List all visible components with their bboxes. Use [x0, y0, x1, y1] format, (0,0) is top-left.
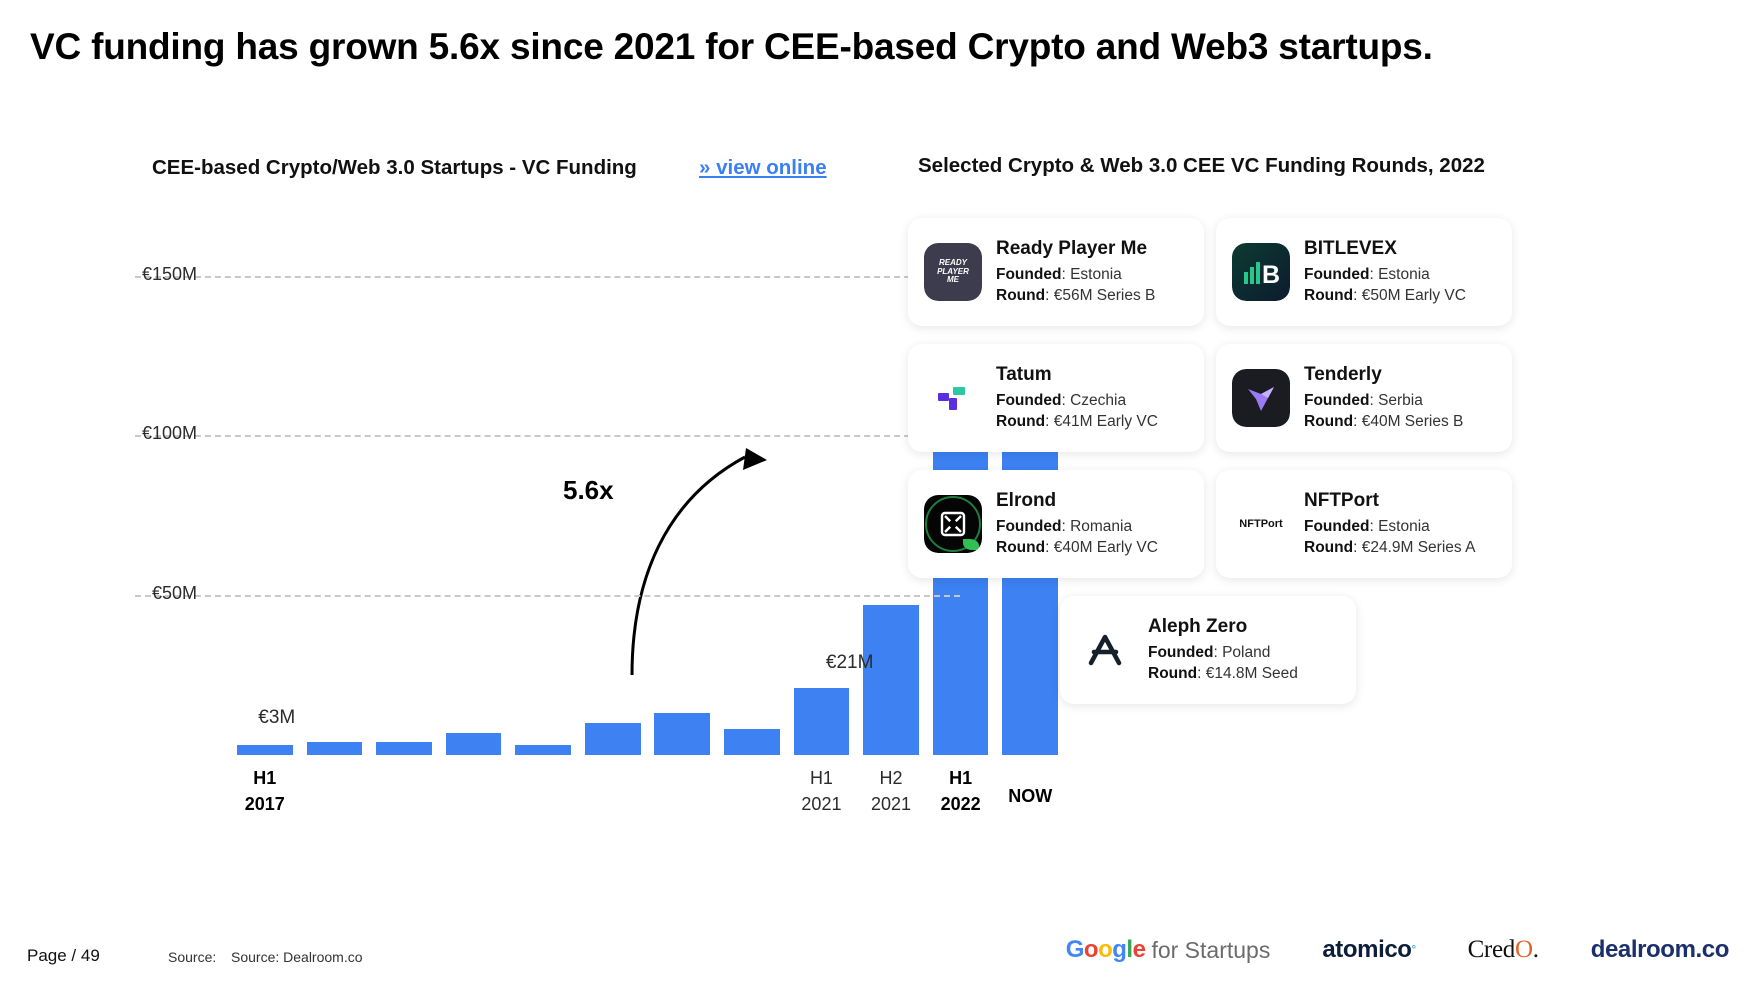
y-axis-tick-label: €150M	[141, 263, 197, 284]
card-round-line: Round: €40M Early VC	[996, 539, 1158, 557]
nftport-logo: NFTPort	[1232, 495, 1290, 553]
card-round-line: Round: €56M Series B	[996, 287, 1156, 305]
partner-logos: Google for Startups atomico ° Cred O. deal…	[1065, 936, 1730, 964]
google-for-startups-suffix: for Startups	[1151, 936, 1271, 963]
card-body: Aleph Zero Founded: Poland Round: €14.8M S…	[1148, 615, 1298, 685]
card-body: Elrond Founded: Romania Round: €40M Early …	[996, 489, 1158, 559]
x-axis-tick-label: H1 2021	[801, 768, 842, 815]
chart-bar	[654, 713, 711, 755]
card-founded-line: Founded: Serbia	[1304, 392, 1423, 409]
x-axis-tick-label: H1 2022	[940, 768, 981, 815]
ready-player-me-logo: READY PLAYER ME	[924, 243, 982, 301]
view-online-link[interactable]: » view online	[699, 156, 827, 179]
chart-bar	[793, 687, 850, 755]
funding-round-card[interactable]: NFTPort NFTPort Founded: Estonia Round: €24…	[1216, 470, 1512, 578]
card-body: Tatum Founded: Czechia Round: €41M Early V…	[996, 363, 1158, 433]
card-founded-line: Founded: Estonia	[1304, 518, 1430, 535]
aleph-zero-logo	[1076, 621, 1134, 679]
card-founded-line: Founded: Poland	[1148, 644, 1271, 661]
card-round-line: Round: €14.8M Seed	[1148, 665, 1298, 683]
growth-multiplier-label: 5.6x	[563, 475, 614, 505]
chart-bar	[376, 742, 432, 755]
card-founded-line: Founded: Czechia	[996, 392, 1127, 409]
card-body: Tenderly Founded: Serbia Round: €40M Serie…	[1304, 363, 1463, 433]
bitlevex-logo: B	[1232, 243, 1290, 301]
x-axis-tick-label: NOW	[1008, 786, 1053, 806]
card-founded-line: Founded: Romania	[996, 518, 1133, 535]
card-round-line: Round: €40M Series B	[1304, 413, 1464, 431]
funding-rounds-panel: Selected Crypto & Web 3.0 CEE VC Funding…	[900, 140, 1600, 870]
bar-value-label: €3M	[258, 707, 296, 729]
chart-gridline	[135, 595, 960, 598]
chart-gridline	[135, 435, 960, 438]
chart-bar	[724, 729, 780, 755]
chart-panel: CEE-based Crypto/Web 3.0 Startups - VC F…	[0, 140, 1111, 870]
card-company-name: Aleph Zero	[1148, 616, 1248, 638]
x-axis-tick-label: H1 2017	[244, 768, 285, 815]
page-number: Page / 49	[27, 946, 100, 965]
chart-plot-area: 5.6x €50M€100M€150M€3M€21M€101M€119MH120…	[105, 250, 1111, 814]
funding-round-card[interactable]: Aleph Zero Founded: Poland Round: €14.8M S…	[1060, 596, 1356, 704]
card-company-name: Ready Player Me	[996, 238, 1148, 260]
card-body: NFTPort Founded: Estonia Round: €24.9M Ser…	[1304, 489, 1475, 559]
chart-bar	[584, 723, 641, 755]
card-founded-line: Founded: Estonia	[996, 266, 1122, 283]
google-for-startups-logo: Google for Startups	[1065, 936, 1271, 963]
chart-bar	[306, 742, 363, 755]
card-body: Ready Player Me Founded: Estonia Round: €5…	[996, 237, 1155, 307]
svg-text:B: B	[1262, 261, 1280, 286]
chart-bar	[515, 745, 571, 755]
funding-round-card[interactable]: Tenderly Founded: Serbia Round: €40M Serie…	[1216, 344, 1512, 452]
card-company-name: Tenderly	[1304, 364, 1382, 386]
card-body: BITLEVEX Founded: Estonia Round: €50M Earl…	[1304, 237, 1466, 307]
funding-rounds-heading: Selected Crypto & Web 3.0 CEE VC Funding…	[918, 154, 1485, 177]
card-round-line: Round: €41M Early VC	[996, 413, 1158, 431]
y-axis-tick-label: €50M	[151, 583, 197, 604]
chart-bar	[236, 745, 293, 755]
card-company-name: NFTPort	[1304, 490, 1379, 512]
chart-heading: CEE-based Crypto/Web 3.0 Startups - VC F…	[152, 156, 637, 179]
card-company-name: BITLEVEX	[1304, 238, 1397, 260]
chart-bar	[863, 604, 919, 755]
funding-round-card[interactable]: Tatum Founded: Czechia Round: €41M Early V…	[908, 344, 1204, 452]
card-round-line: Round: €24.9M Series A	[1304, 539, 1476, 557]
page-title: VC funding has grown 5.6x since 2021 for…	[30, 26, 1433, 67]
atomico-text: atomico	[1322, 936, 1412, 963]
tatum-logo	[924, 369, 982, 427]
credo-logo: Cred O.	[1467, 936, 1539, 963]
card-company-name: Tatum	[996, 364, 1052, 386]
dealroom-logo: dealroom.co	[1590, 936, 1730, 963]
bar-value-label: €21M	[825, 651, 874, 673]
card-company-name: Elrond	[996, 490, 1057, 512]
source-label: Source:	[168, 949, 217, 965]
y-axis-tick-label: €100M	[141, 423, 197, 444]
chart-gridline	[135, 275, 960, 278]
elrond-logo	[924, 495, 982, 553]
funding-round-card[interactable]: Elrond Founded: Romania Round: €40M Early …	[908, 470, 1204, 578]
funding-round-card[interactable]: READY PLAYER ME Ready Player Me Founded: Est…	[908, 218, 1204, 326]
source-text: Source: Dealroom.co	[231, 949, 363, 965]
funding-round-card[interactable]: B BITLEVEX Founded: Estonia Round: €50M Ear…	[1216, 218, 1512, 326]
tenderly-logo	[1232, 369, 1290, 427]
chart-bar	[445, 732, 502, 755]
atomico-logo: atomico °	[1322, 936, 1416, 963]
footer: Page / 49 Source: Source: Dealroom.co Go…	[0, 930, 1751, 987]
card-round-line: Round: €50M Early VC	[1304, 287, 1466, 305]
card-founded-line: Founded: Estonia	[1304, 266, 1430, 283]
x-axis-tick-label: H2 2021	[871, 768, 912, 815]
